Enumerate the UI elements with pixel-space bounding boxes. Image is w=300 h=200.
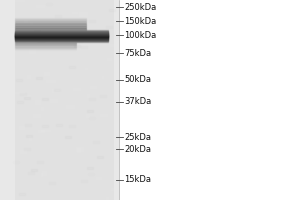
Bar (118, 0, 300, 200)
Text: 15kDa: 15kDa (124, 176, 152, 184)
Bar (0, 0, 118, 200)
Text: 20kDa: 20kDa (124, 144, 152, 154)
Text: 50kDa: 50kDa (124, 75, 152, 84)
Text: 150kDa: 150kDa (124, 17, 157, 25)
Text: 250kDa: 250kDa (124, 2, 157, 11)
Text: 37kDa: 37kDa (124, 98, 152, 106)
Bar (15, 0, 114, 200)
Text: 25kDa: 25kDa (124, 132, 152, 142)
Text: 100kDa: 100kDa (124, 30, 157, 40)
Text: 75kDa: 75kDa (124, 48, 152, 58)
